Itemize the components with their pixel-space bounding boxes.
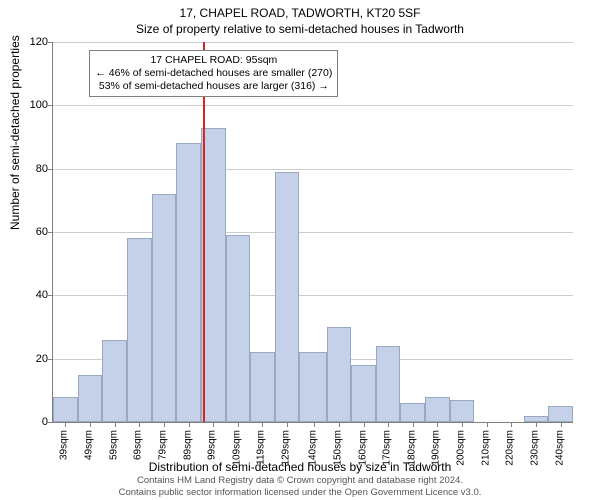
histogram-bar: [53, 397, 78, 422]
x-tick-label: 49sqm: [83, 430, 94, 460]
subject-marker-line: [203, 42, 205, 422]
footer-line2: Contains public sector information licen…: [119, 487, 482, 498]
annot-line: 53% of semi-detached houses are larger (…: [95, 80, 332, 93]
x-tick: [65, 422, 66, 427]
histogram-bar: [327, 327, 352, 422]
y-tick: [48, 232, 53, 233]
x-tick-label: 240sqm: [554, 430, 565, 466]
y-tick-label: 20: [8, 353, 48, 365]
histogram-bar: [299, 352, 326, 422]
x-tick-label: 200sqm: [456, 430, 467, 466]
x-tick: [339, 422, 340, 427]
x-tick-label: 39sqm: [59, 430, 70, 460]
x-tick-label: 99sqm: [207, 430, 218, 460]
histogram-plot: 17 CHAPEL ROAD: 95sqm← 46% of semi-detac…: [52, 42, 573, 423]
x-tick: [164, 422, 165, 427]
x-tick: [287, 422, 288, 427]
x-tick: [511, 422, 512, 427]
y-tick: [48, 169, 53, 170]
page-subtitle: Size of property relative to semi-detach…: [0, 22, 600, 36]
histogram-bar: [127, 238, 152, 422]
x-tick-label: 69sqm: [133, 430, 144, 460]
x-tick: [314, 422, 315, 427]
x-tick-label: 109sqm: [231, 430, 242, 466]
histogram-bar: [176, 143, 201, 422]
y-tick-label: 100: [8, 99, 48, 111]
x-tick: [139, 422, 140, 427]
x-tick: [487, 422, 488, 427]
x-tick-label: 160sqm: [357, 430, 368, 466]
x-tick-label: 79sqm: [157, 430, 168, 460]
y-tick-label: 0: [8, 416, 48, 428]
histogram-bar: [102, 340, 127, 422]
x-tick: [413, 422, 414, 427]
x-tick: [388, 422, 389, 427]
y-tick: [48, 295, 53, 296]
annot-line: 17 CHAPEL ROAD: 95sqm: [95, 54, 332, 67]
x-tick: [536, 422, 537, 427]
x-tick: [561, 422, 562, 427]
annotation-box: 17 CHAPEL ROAD: 95sqm← 46% of semi-detac…: [89, 50, 338, 97]
x-tick: [364, 422, 365, 427]
x-tick-label: 180sqm: [406, 430, 417, 466]
x-tick-label: 140sqm: [308, 430, 319, 466]
x-tick-label: 150sqm: [332, 430, 343, 466]
histogram-bar: [226, 235, 251, 422]
x-tick-label: 230sqm: [530, 430, 541, 466]
footer-line1: Contains HM Land Registry data © Crown c…: [137, 475, 463, 486]
y-tick: [48, 359, 53, 360]
x-tick: [189, 422, 190, 427]
histogram-bar: [78, 375, 103, 423]
histogram-bar: [548, 406, 573, 422]
x-tick: [262, 422, 263, 427]
x-tick-label: 170sqm: [382, 430, 393, 466]
x-tick-label: 210sqm: [480, 430, 491, 466]
histogram-bar: [250, 352, 275, 422]
x-tick: [213, 422, 214, 427]
x-tick-label: 59sqm: [108, 430, 119, 460]
gridline: [53, 42, 573, 43]
footer-text: Contains HM Land Registry data © Crown c…: [0, 475, 600, 498]
histogram-bar: [275, 172, 300, 422]
y-tick-label: 120: [8, 36, 48, 48]
x-tick-label: 89sqm: [182, 430, 193, 460]
x-tick-label: 220sqm: [505, 430, 516, 466]
page-title: 17, CHAPEL ROAD, TADWORTH, KT20 5SF: [0, 6, 600, 20]
x-tick-label: 119sqm: [256, 430, 267, 465]
histogram-bar: [351, 365, 376, 422]
x-tick-label: 190sqm: [431, 430, 442, 466]
x-tick: [437, 422, 438, 427]
x-tick: [90, 422, 91, 427]
histogram-bar: [152, 194, 177, 422]
x-tick-label: 129sqm: [281, 430, 292, 466]
y-tick: [48, 105, 53, 106]
y-tick: [48, 422, 53, 423]
gridline: [53, 105, 573, 106]
gridline: [53, 232, 573, 233]
x-tick: [238, 422, 239, 427]
x-tick: [115, 422, 116, 427]
annot-line: ← 46% of semi-detached houses are smalle…: [95, 67, 332, 80]
histogram-bar: [425, 397, 450, 422]
histogram-bar: [400, 403, 425, 422]
gridline: [53, 169, 573, 170]
y-tick: [48, 42, 53, 43]
histogram-bar: [376, 346, 401, 422]
y-tick-label: 40: [8, 289, 48, 301]
histogram-bar: [450, 400, 475, 422]
y-tick-label: 80: [8, 163, 48, 175]
x-tick: [462, 422, 463, 427]
y-axis-title: Number of semi-detached properties: [8, 35, 22, 230]
y-tick-label: 60: [8, 226, 48, 238]
